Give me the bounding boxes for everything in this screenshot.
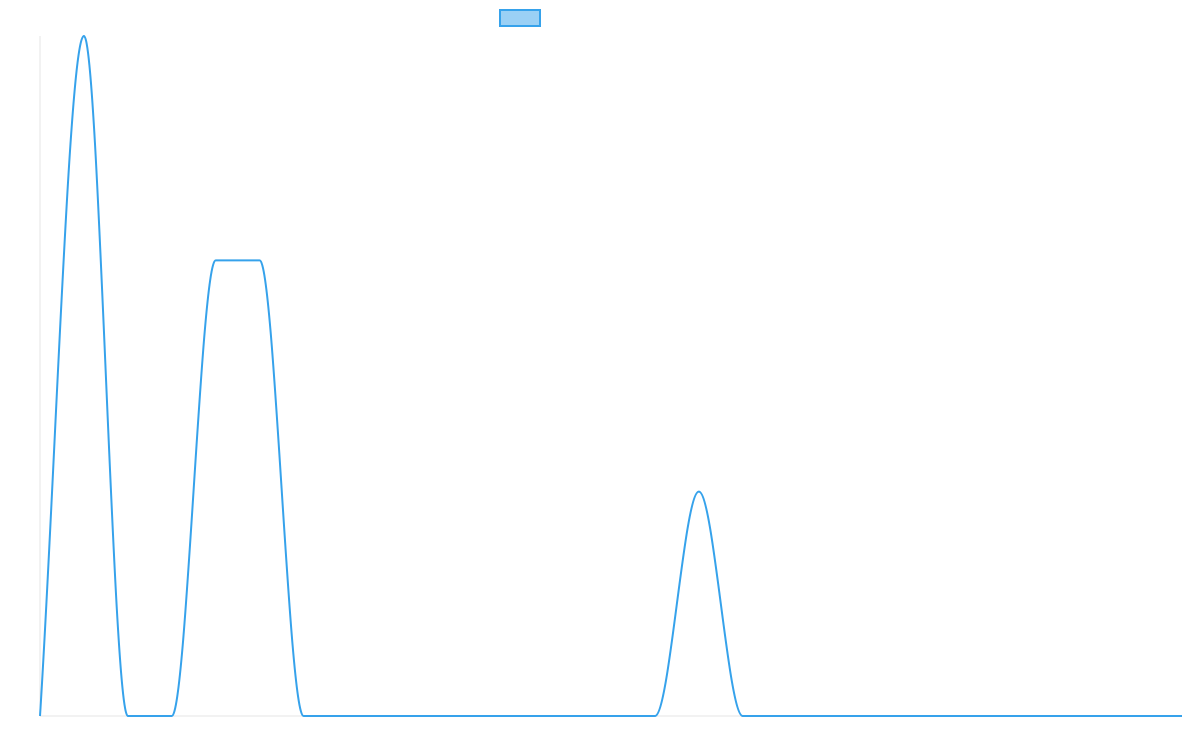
series-line-0 bbox=[39, 35, 1182, 717]
chart-axes bbox=[39, 36, 1182, 717]
legend-swatch-0 bbox=[499, 9, 541, 27]
plot-area bbox=[39, 35, 1182, 717]
chart-legend bbox=[499, 9, 541, 27]
